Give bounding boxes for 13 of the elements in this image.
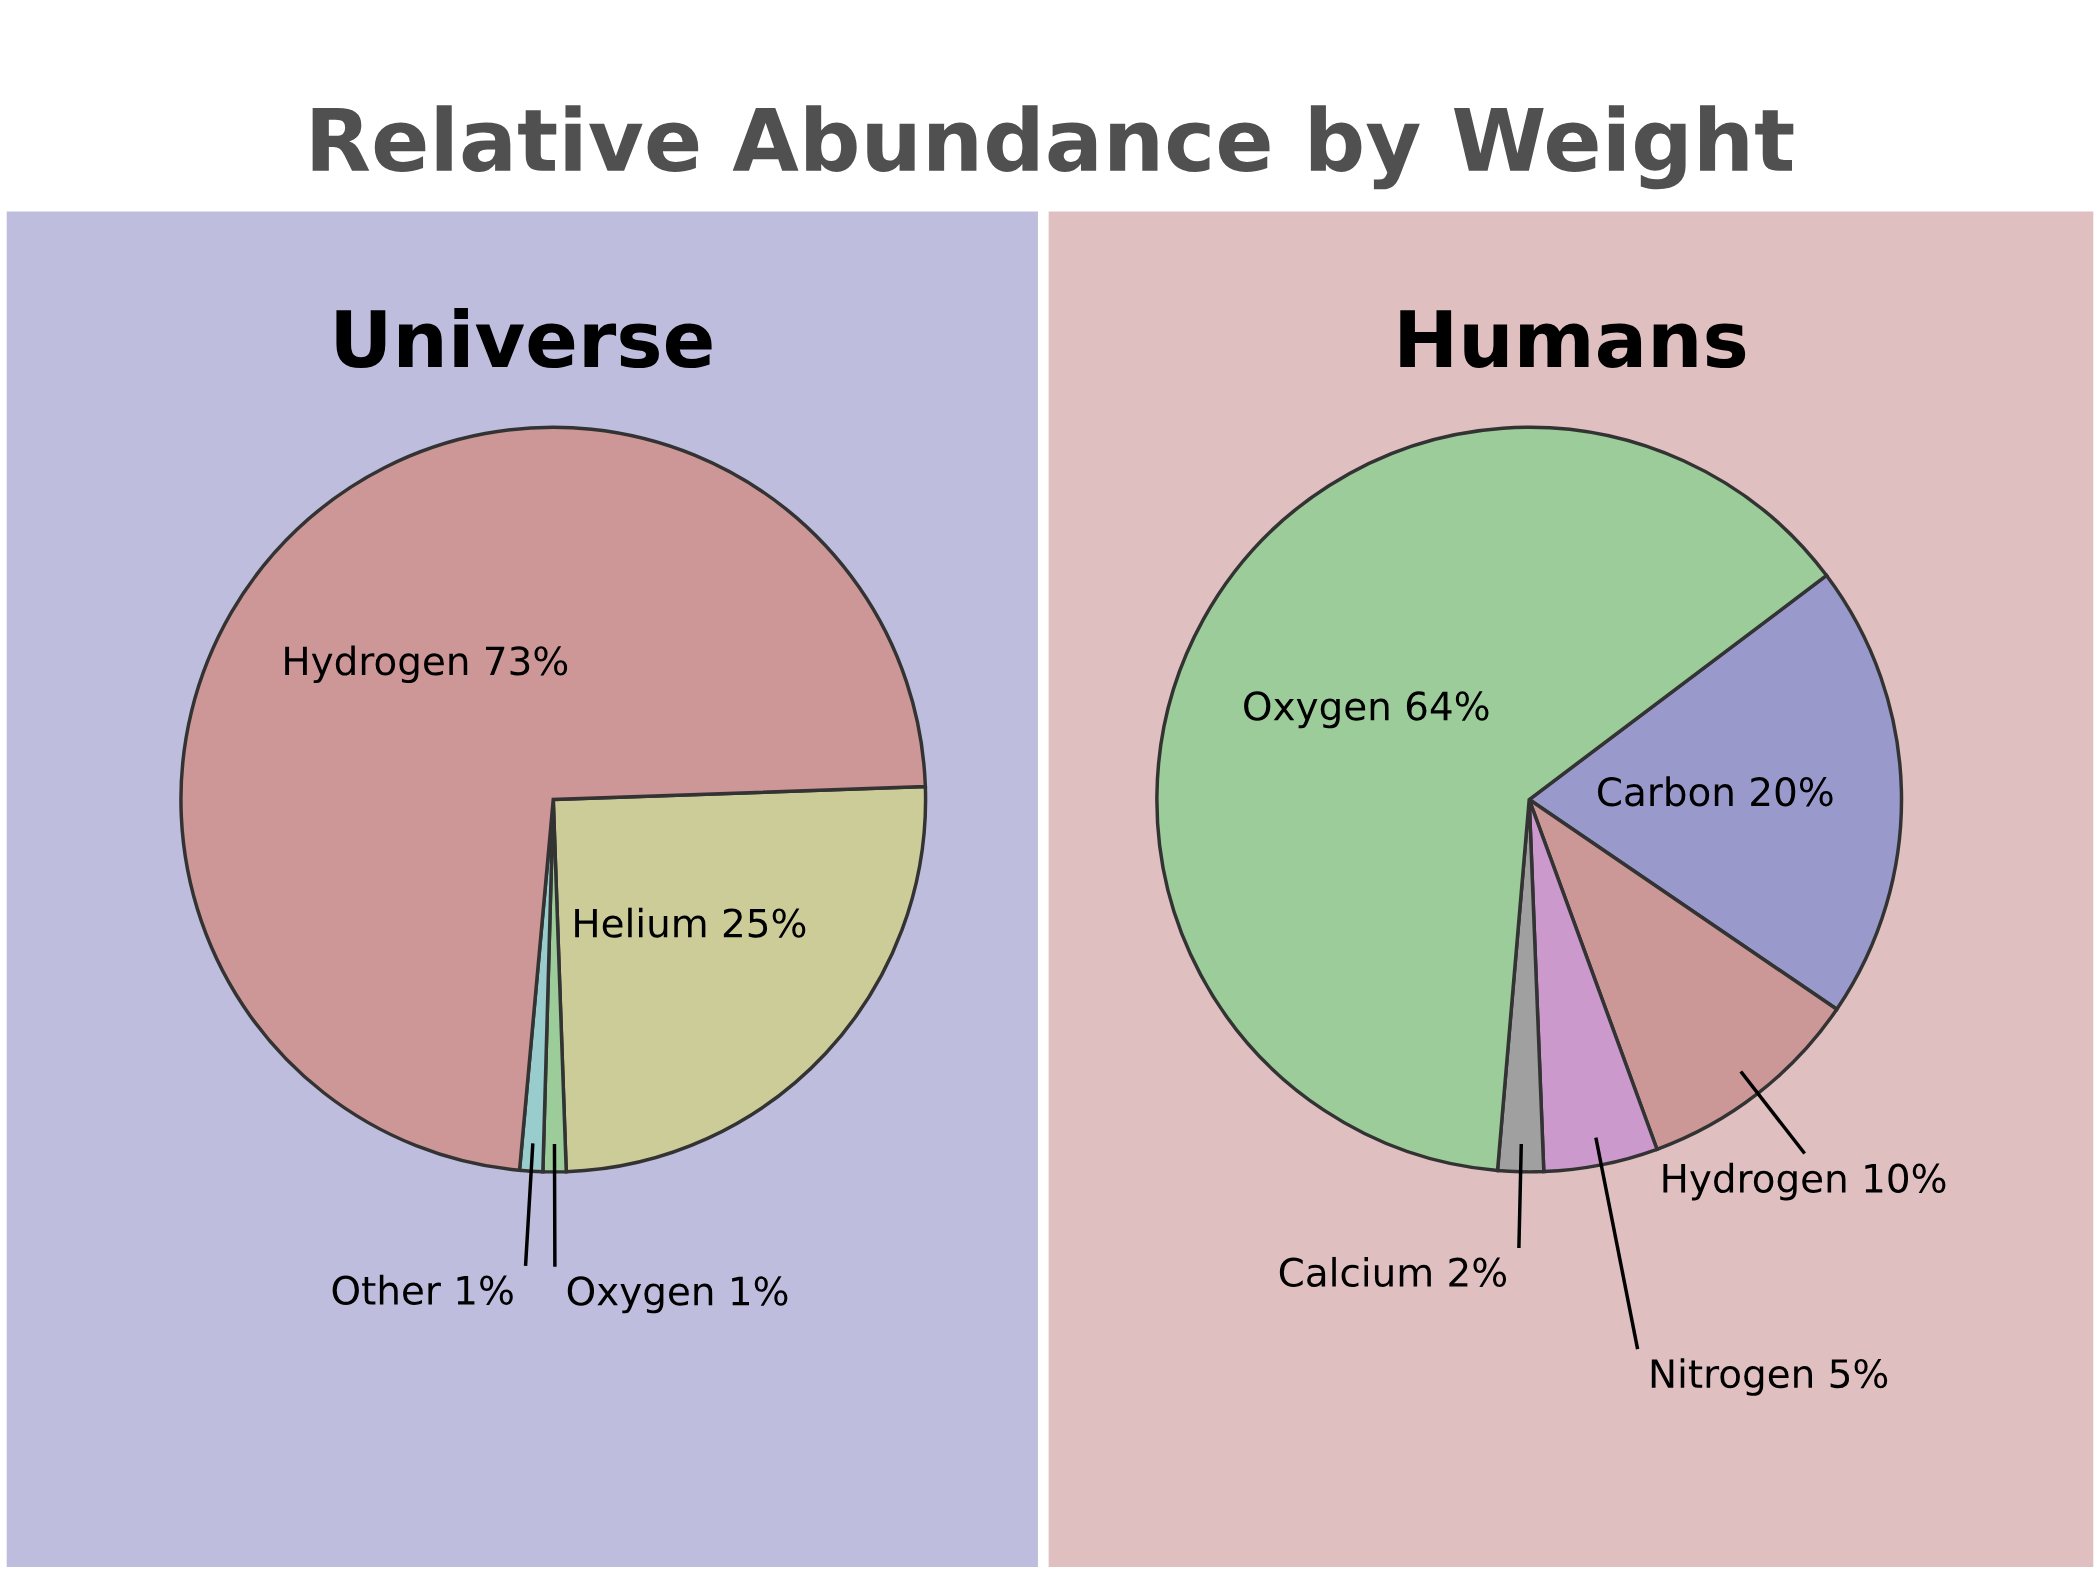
slice-label: Oxygen 64% <box>1244 691 1489 729</box>
slice-label: Calcium 2% <box>1279 1256 1507 1288</box>
chart-title: Universe <box>336 307 712 369</box>
slice-label: Hydrogen 10% <box>1663 1162 1946 1201</box>
slice-label: Hydrogen 73% <box>285 645 568 684</box>
pie-slice <box>179 425 928 1173</box>
text: Relative Abundance by Weight <box>312 105 1794 190</box>
slice-label: Carbon 20% <box>1598 776 1833 807</box>
slice-label: Other 1% <box>332 1274 513 1305</box>
slice-label: Oxygen 1% <box>567 1276 788 1314</box>
chart-title: Humans <box>1400 310 1746 369</box>
slice-label: Helium 25% <box>575 907 806 938</box>
slice-label: Nitrogen 5% <box>1651 1358 1888 1396</box>
